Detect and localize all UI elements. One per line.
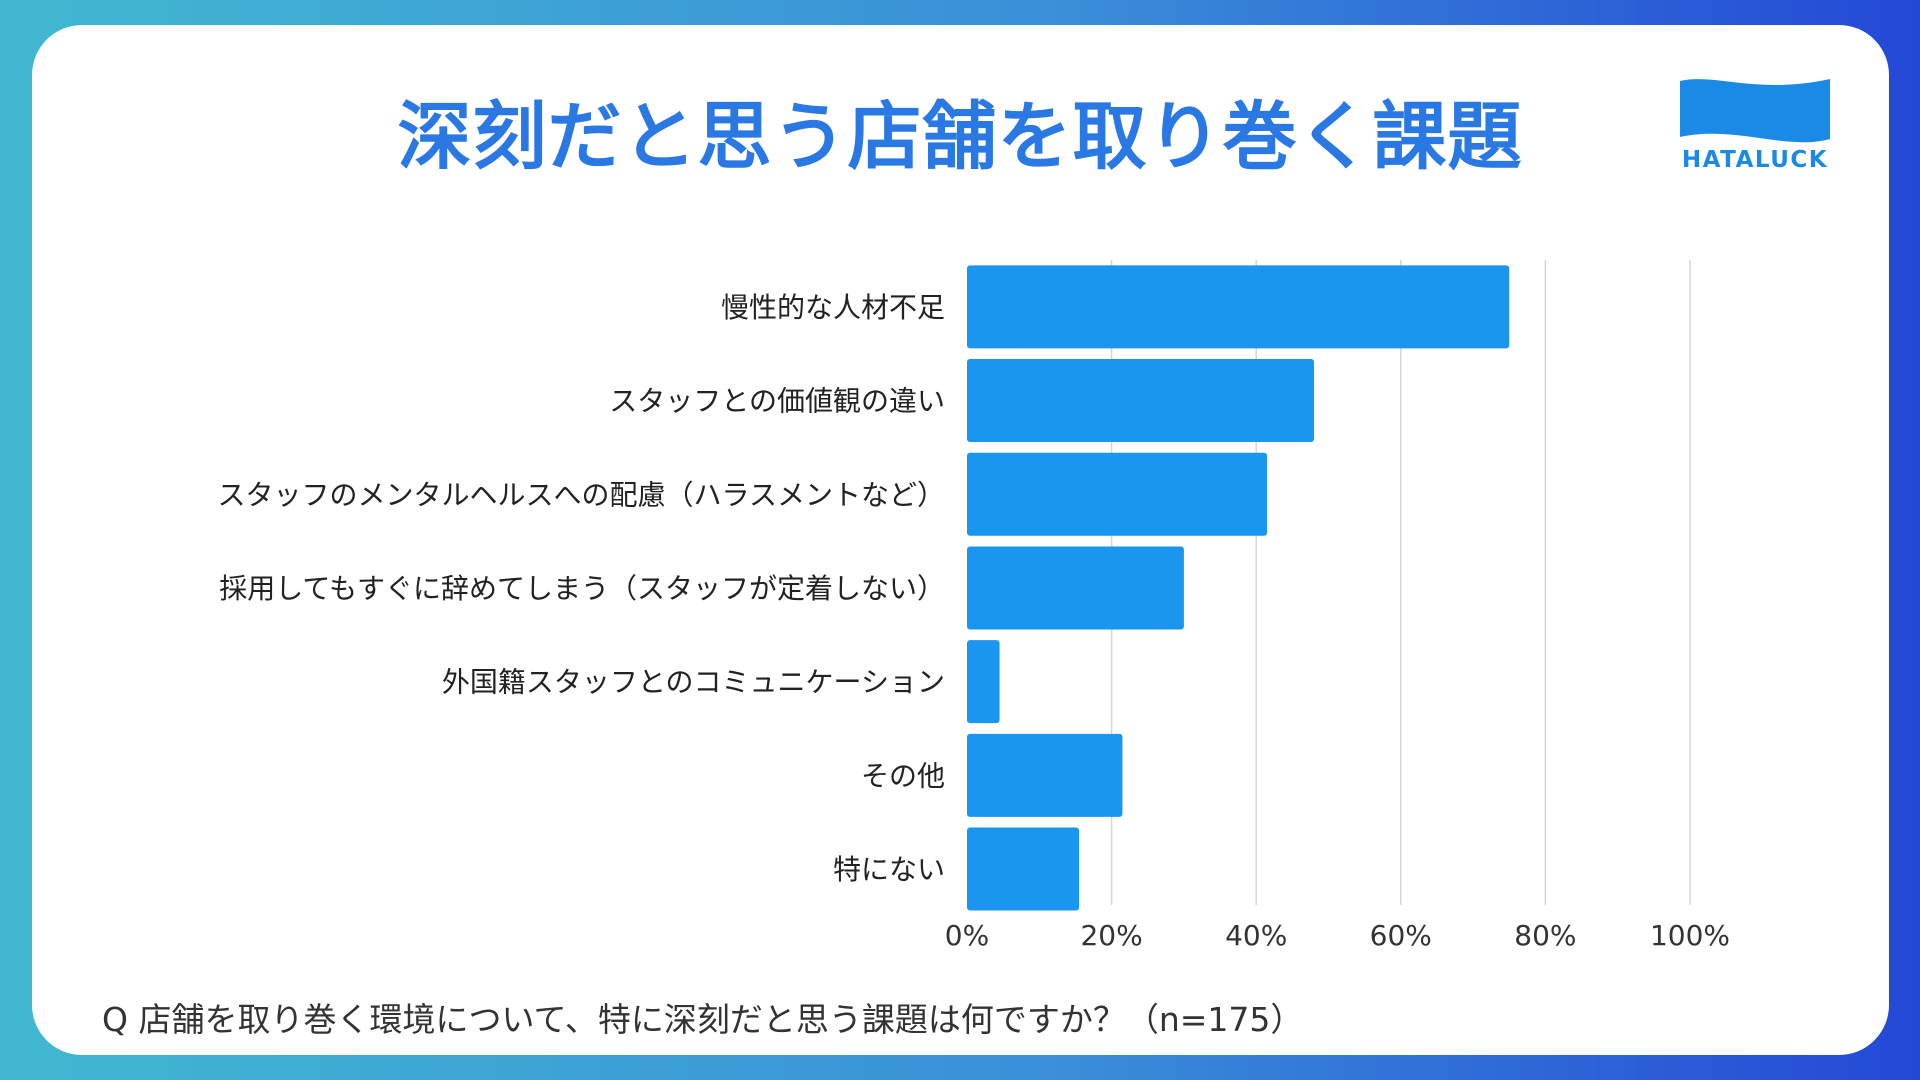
x-tick-label: 80% [1514, 919, 1576, 952]
bar [967, 640, 1000, 724]
category-label: 特にない [833, 853, 945, 886]
bar [967, 827, 1080, 911]
x-tick-label: 40% [1225, 919, 1287, 952]
bar [967, 546, 1184, 630]
bar [967, 452, 1268, 536]
flag-wave-logo-icon [1680, 79, 1830, 143]
x-tick-label: 20% [1080, 919, 1142, 952]
logo-text: HATALUCK [1681, 147, 1829, 173]
category-label: スタッフのメンタルヘルスへの配慮（ハラスメントなど） [218, 478, 945, 511]
category-label: スタッフとの価値観の違い [609, 385, 945, 418]
bar [967, 359, 1315, 443]
x-tick-label: 100% [1650, 919, 1730, 952]
category-label: その他 [861, 759, 945, 792]
x-tick-label: 0% [945, 919, 989, 952]
category-label: 慢性的な人材不足 [721, 291, 945, 324]
x-tick-label: 60% [1370, 919, 1432, 952]
survey-question-footnote: Q 店舗を取り巻く環境について、特に深刻だと思う課題は何ですか？（n=175） [102, 1000, 1304, 1039]
page-title: 深刻だと思う店舗を取り巻く課題 [397, 94, 1523, 180]
bar [967, 265, 1510, 349]
card [32, 25, 1889, 1055]
bar [967, 733, 1123, 817]
category-label: 外国籍スタッフとのコミュニケーション [442, 666, 945, 699]
category-label: 採用してもすぐに辞めてしまう（スタッフが定着しない） [219, 572, 945, 605]
hataluck-logo: HATALUCK [1676, 77, 1834, 177]
